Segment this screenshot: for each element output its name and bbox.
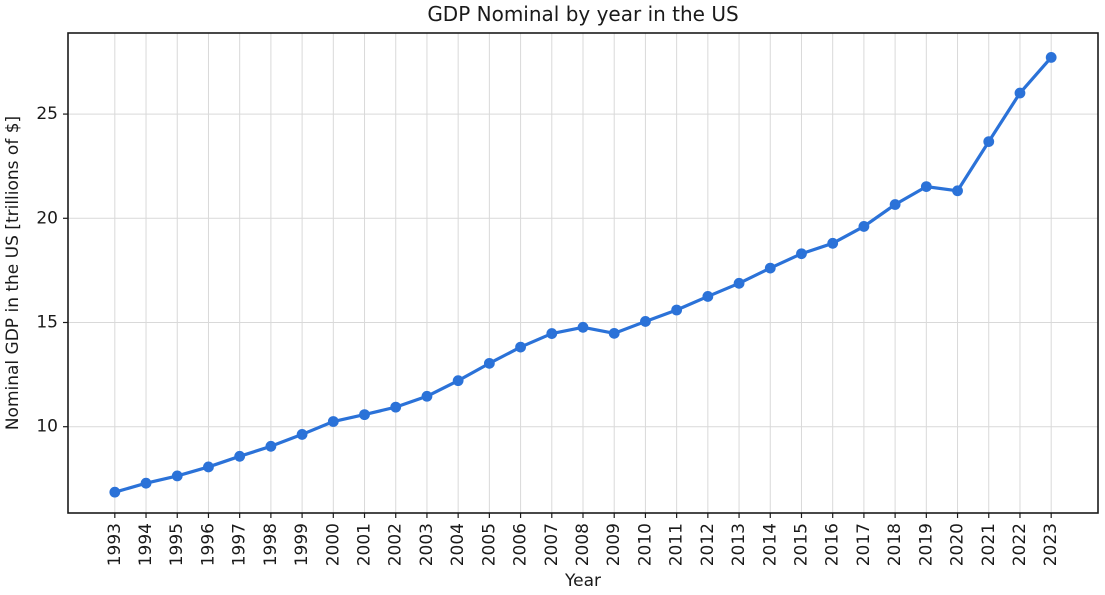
x-tick-label: 2001: [355, 523, 375, 566]
data-point-2014: [764, 262, 776, 274]
data-point-1998: [265, 440, 277, 452]
data-point-2020: [952, 185, 963, 197]
data-point-1994: [140, 477, 152, 489]
x-tick-label: 2012: [698, 523, 718, 566]
x-tick-label: 2011: [667, 523, 687, 566]
x-tick-label: 2002: [386, 523, 406, 566]
x-tick-label: 1994: [136, 523, 156, 566]
y-tick-label: 25: [36, 104, 58, 124]
data-point-2001: [359, 409, 370, 421]
x-tick-label: 1995: [167, 523, 187, 566]
data-point-2002: [390, 401, 402, 413]
x-tick-label: 1997: [230, 523, 250, 566]
data-point-2008: [577, 321, 589, 333]
x-tick-label: 2009: [604, 523, 624, 566]
x-tick-label: 1993: [105, 523, 125, 566]
chart-title: GDP Nominal by year in the US: [427, 2, 739, 26]
data-point-1995: [171, 470, 183, 482]
x-tick-label: 2000: [323, 523, 343, 566]
data-point-1999: [296, 429, 308, 440]
x-tick-label: 1996: [198, 523, 218, 566]
data-point-2004: [452, 375, 464, 387]
x-tick-label: 2013: [729, 523, 749, 566]
data-point-2011: [671, 304, 683, 316]
data-point-1997: [234, 450, 246, 462]
data-point-2017: [858, 221, 870, 232]
x-tick-label: 2005: [479, 523, 499, 566]
x-tick-label: 2007: [542, 523, 562, 566]
y-tick-label: 15: [36, 313, 58, 333]
data-point-2022: [1014, 87, 1026, 99]
x-tick-label: 2010: [635, 523, 655, 566]
y-tick-label: 20: [36, 208, 58, 228]
x-tick-label: 2020: [948, 523, 968, 566]
data-point-2023: [1045, 51, 1057, 63]
x-tick-label: 2006: [511, 523, 531, 566]
data-point-2000: [327, 416, 339, 427]
x-tick-label: 2016: [823, 523, 843, 566]
x-tick-label: 2004: [448, 523, 468, 566]
y-tick-label: 10: [36, 417, 58, 437]
x-tick-label: 1999: [292, 523, 312, 566]
data-point-2018: [889, 199, 901, 210]
x-tick-label: 2017: [854, 523, 874, 566]
x-tick-label: 2003: [417, 523, 437, 566]
x-tick-label: 1998: [261, 523, 281, 566]
data-point-2015: [796, 248, 807, 260]
x-tick-label: 2019: [916, 523, 936, 566]
data-point-2021: [983, 136, 995, 147]
data-point-2019: [920, 181, 932, 193]
x-axis-label: Year: [565, 571, 601, 591]
data-point-1993: [109, 486, 121, 498]
data-point-2005: [483, 357, 495, 369]
x-tick-label: 2008: [573, 523, 593, 566]
data-point-2013: [733, 277, 745, 289]
data-point-2016: [827, 237, 839, 249]
data-point-2006: [515, 341, 526, 353]
x-tick-label: 2021: [979, 523, 999, 566]
data-point-2010: [640, 316, 651, 327]
data-point-2012: [702, 291, 714, 302]
data-point-1996: [203, 461, 214, 473]
x-tick-label: 2023: [1041, 523, 1061, 566]
x-tick-label: 2018: [885, 523, 905, 566]
data-point-2003: [421, 390, 433, 402]
data-point-2007: [546, 328, 558, 339]
data-point-2009: [608, 327, 620, 339]
x-tick-label: 2014: [760, 523, 780, 566]
x-tick-label: 2015: [791, 523, 811, 566]
x-tick-label: 2022: [1010, 523, 1030, 566]
